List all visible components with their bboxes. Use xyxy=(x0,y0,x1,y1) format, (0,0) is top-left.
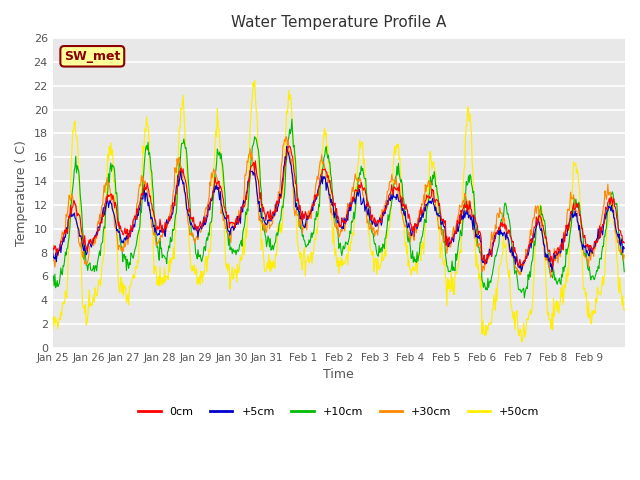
Y-axis label: Temperature ( C): Temperature ( C) xyxy=(15,140,28,246)
Text: SW_met: SW_met xyxy=(64,50,120,63)
Title: Water Temperature Profile A: Water Temperature Profile A xyxy=(231,15,447,30)
Legend: 0cm, +5cm, +10cm, +30cm, +50cm: 0cm, +5cm, +10cm, +30cm, +50cm xyxy=(134,403,543,422)
X-axis label: Time: Time xyxy=(323,368,354,381)
